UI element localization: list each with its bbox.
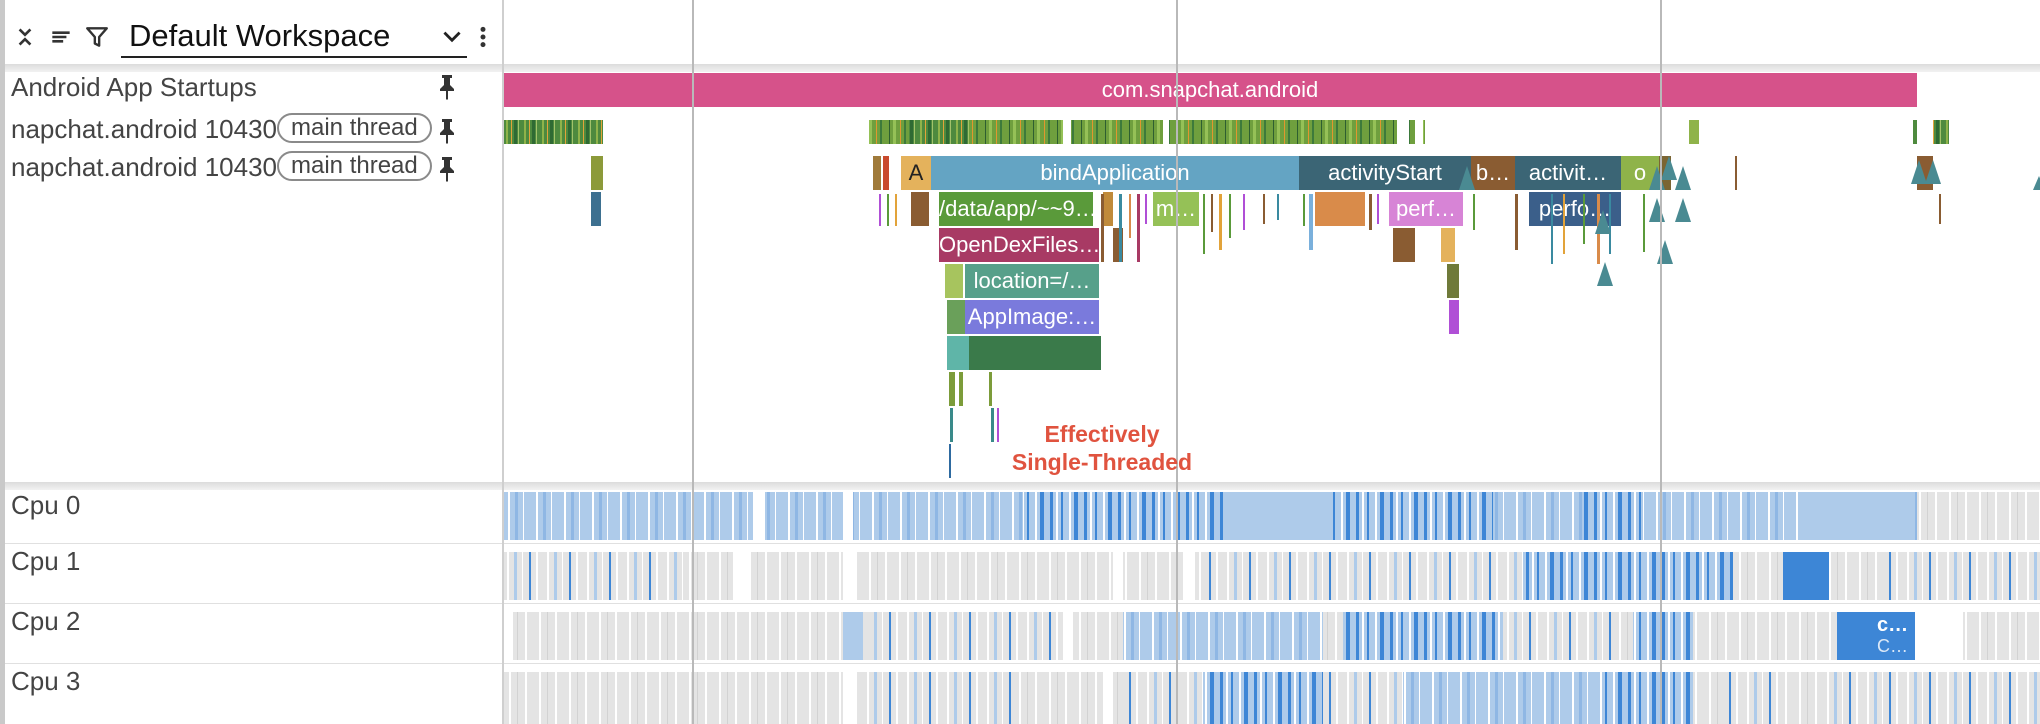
chevron-down-icon <box>443 31 461 43</box>
lines-icon[interactable] <box>47 22 75 52</box>
track-title: Cpu 3 <box>11 666 81 696</box>
track-title: Cpu 0 <box>11 490 81 520</box>
track-title: Android App Startups <box>11 72 257 102</box>
timeline-cpu-2: c… C… <box>503 604 2040 664</box>
timeline-main-thread-1 <box>503 112 2040 150</box>
slice[interactable] <box>1315 192 1365 226</box>
slice[interactable] <box>911 192 929 226</box>
thread-state-bars <box>503 120 1949 144</box>
slice-open-dex-files[interactable]: OpenDexFiles… <box>939 228 1099 262</box>
track-shell-main-thread-1[interactable]: napchat.android 10430 main thread <box>5 112 503 150</box>
pin-icon[interactable] <box>435 72 459 102</box>
slice[interactable] <box>1393 228 1415 262</box>
collapse-all-icon[interactable] <box>11 22 39 52</box>
slice[interactable] <box>1447 264 1459 298</box>
track-shell-cpu-1[interactable]: Cpu 1 <box>5 544 503 604</box>
slice[interactable] <box>873 156 881 190</box>
slice-a[interactable]: A <box>901 156 931 190</box>
track-shell-cpu-0[interactable]: Cpu 0 <box>5 488 503 544</box>
timeline-header[interactable] <box>503 0 2040 66</box>
slice-activit[interactable]: activit… <box>1515 156 1621 190</box>
timeline-main-thread-2: A bindApplication activityStart b… activ… <box>503 150 2040 484</box>
track-title: Cpu 1 <box>11 546 81 576</box>
annotation-text: Effectively Single-Threaded <box>1002 420 1202 476</box>
track-shell-cpu-3[interactable]: Cpu 3 <box>5 664 503 724</box>
cpu-slices <box>503 492 2040 540</box>
thin-slice-stacks <box>879 156 2040 478</box>
slice-activity-start[interactable]: activityStart <box>1299 156 1471 190</box>
slice[interactable] <box>1449 300 1459 334</box>
slice-perf[interactable]: perf… <box>1389 192 1463 226</box>
slice[interactable] <box>591 192 601 226</box>
window-edge <box>0 0 5 724</box>
pinned-section-shadow <box>5 482 2040 490</box>
slice[interactable] <box>1113 228 1123 262</box>
cpu-slices <box>503 672 2040 724</box>
slice[interactable] <box>947 336 969 370</box>
track-title: napchat.android 10430 <box>11 114 278 144</box>
slice-b[interactable]: b… <box>1471 156 1515 190</box>
track-title: Cpu 2 <box>11 606 81 636</box>
workspace-label: Default Workspace <box>129 18 391 53</box>
track-title: napchat.android 10430 <box>11 152 278 182</box>
slice[interactable] <box>945 264 963 298</box>
slice[interactable] <box>883 156 889 190</box>
main-thread-chip: main thread <box>277 151 432 181</box>
main-thread-chip: main thread <box>277 113 432 143</box>
workspace-select[interactable]: Default Workspace <box>121 14 467 58</box>
timeline-cpu-1 <box>503 544 2040 604</box>
cpu-slice-label: c… <box>1877 614 1909 636</box>
track-shell-main-thread-2[interactable]: napchat.android 10430 main thread <box>5 150 503 484</box>
slice[interactable] <box>591 156 603 190</box>
startup-slice[interactable]: com.snapchat.android <box>503 73 1917 107</box>
slice-location[interactable]: location=/… <box>965 264 1099 298</box>
slice[interactable] <box>1441 228 1455 262</box>
annotation-line-1: Effectively <box>1044 421 1160 447</box>
slice-bind-application[interactable]: bindApplication <box>931 156 1299 190</box>
track-panel-header: Default Workspace <box>5 0 503 66</box>
more-vert-icon[interactable] <box>469 22 497 52</box>
cpu-slices <box>513 612 2040 660</box>
header-shadow <box>5 64 2040 72</box>
slice[interactable] <box>947 336 1101 370</box>
track-shell-app-startups[interactable]: Android App Startups <box>5 70 503 112</box>
slice[interactable] <box>947 300 965 334</box>
cpu-slice-sublabel: C… <box>1877 636 1908 656</box>
slice-data-app[interactable]: /data/app/~~9… <box>939 192 1093 226</box>
filter-icon[interactable] <box>83 22 111 52</box>
annotation-line-2: Single-Threaded <box>1011 449 1193 475</box>
timeline-cpu-0 <box>503 488 2040 544</box>
pin-icon[interactable] <box>435 154 459 184</box>
pin-icon[interactable] <box>435 116 459 146</box>
cpu-slices <box>503 552 2040 600</box>
slice-app-image[interactable]: AppImage:… <box>965 300 1099 334</box>
cpu-slice-c[interactable]: c… C… <box>1837 612 1915 660</box>
track-shell-cpu-2[interactable]: Cpu 2 <box>5 604 503 664</box>
timeline-app-startups: com.snapchat.android <box>503 70 2040 112</box>
slice[interactable] <box>1103 192 1113 226</box>
timeline-cpu-3 <box>503 664 2040 724</box>
